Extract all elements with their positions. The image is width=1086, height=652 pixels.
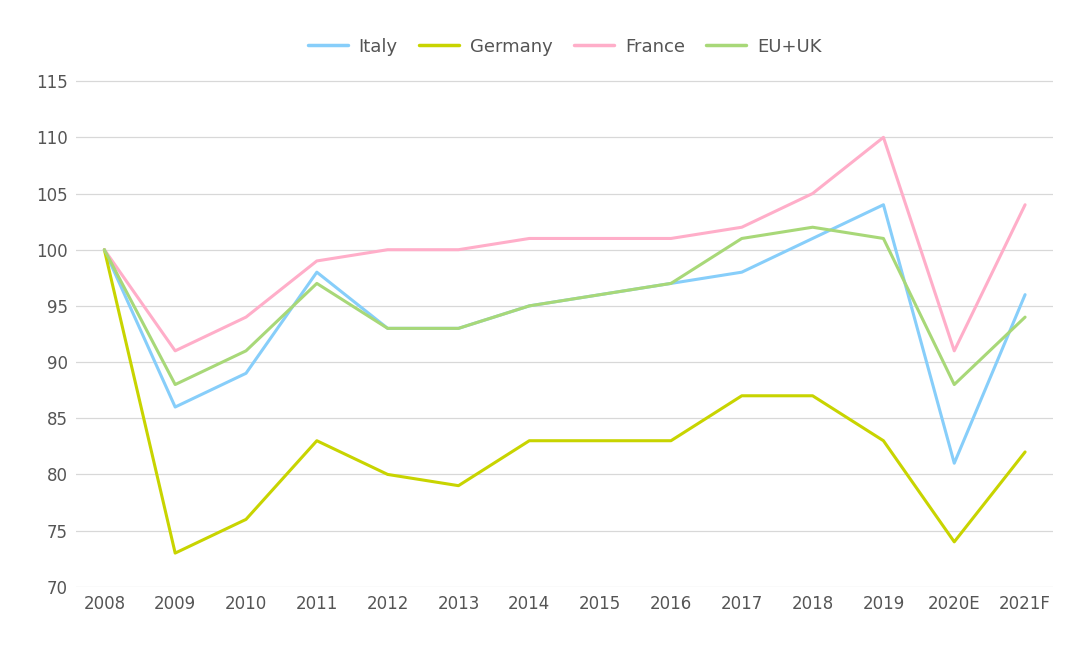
Italy [876,201,889,209]
Germany [1019,448,1032,456]
Germany [522,437,535,445]
Italy [1019,291,1032,299]
Germany [240,516,253,524]
EU+UK [168,381,181,389]
Italy [98,246,111,254]
EU+UK [665,280,678,288]
Legend: Italy, Germany, France, EU+UK: Italy, Germany, France, EU+UK [301,31,829,63]
EU+UK [381,325,394,333]
France [806,190,819,198]
Line: Italy: Italy [104,205,1025,463]
Italy [665,280,678,288]
Germany [806,392,819,400]
Germany [98,246,111,254]
France [1019,201,1032,209]
France [522,235,535,243]
Line: EU+UK: EU+UK [104,228,1025,385]
Italy [311,268,324,276]
EU+UK [522,302,535,310]
France [735,224,748,231]
Germany [876,437,889,445]
France [381,246,394,254]
Line: Germany: Germany [104,250,1025,553]
France [240,313,253,321]
EU+UK [98,246,111,254]
Germany [594,437,607,445]
EU+UK [311,280,324,288]
EU+UK [594,291,607,299]
Germany [168,549,181,557]
France [665,235,678,243]
France [948,347,961,355]
Italy [381,325,394,333]
Line: France: France [104,138,1025,351]
Italy [806,235,819,243]
Italy [522,302,535,310]
France [311,257,324,265]
EU+UK [806,224,819,231]
Germany [665,437,678,445]
Italy [594,291,607,299]
Italy [452,325,465,333]
EU+UK [1019,313,1032,321]
EU+UK [876,235,889,243]
France [452,246,465,254]
Germany [381,471,394,479]
France [876,134,889,141]
EU+UK [240,347,253,355]
France [594,235,607,243]
Italy [240,370,253,378]
Germany [948,538,961,546]
Italy [168,403,181,411]
Germany [311,437,324,445]
France [168,347,181,355]
EU+UK [948,381,961,389]
Italy [948,459,961,467]
Italy [735,268,748,276]
France [98,246,111,254]
EU+UK [452,325,465,333]
Germany [452,482,465,490]
Germany [735,392,748,400]
EU+UK [735,235,748,243]
